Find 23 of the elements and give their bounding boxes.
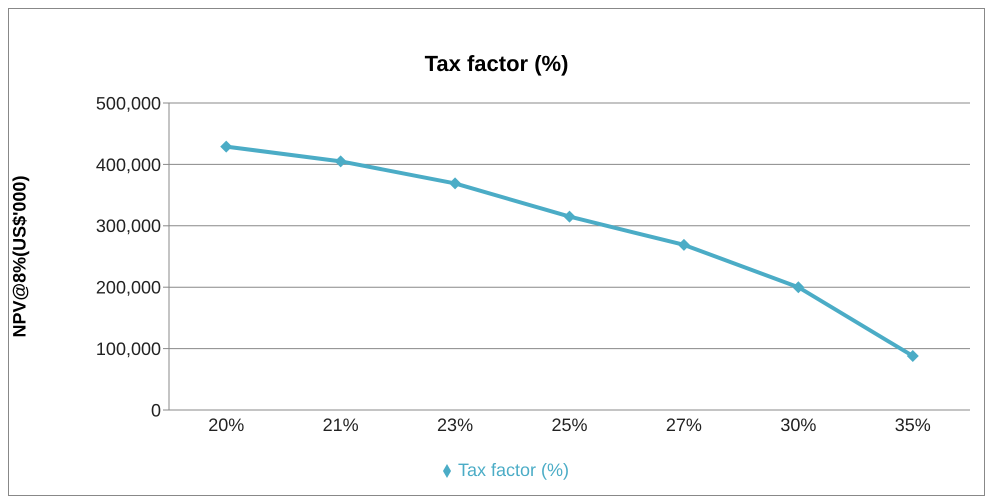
y-tick-label: 300,000 [96, 216, 161, 236]
y-tick-label: 500,000 [96, 93, 161, 114]
x-tick-label: 35% [894, 414, 931, 435]
point [334, 155, 347, 168]
point [220, 140, 232, 153]
x-tick-label: 21% [322, 414, 359, 435]
point [449, 177, 462, 190]
y-tick-label: 0 [150, 400, 161, 420]
x-tick-label: 30% [780, 414, 816, 435]
chart-title: Tax factor (%) [424, 50, 570, 78]
point [678, 238, 690, 251]
y-tick-label: 100,000 [96, 338, 161, 359]
x-tick-label: 25% [551, 414, 588, 435]
point [564, 210, 576, 223]
y-tick-label: 200,000 [96, 278, 161, 298]
x-tick-label: 23% [437, 414, 474, 435]
x-tick-label: 27% [666, 414, 702, 435]
point [906, 350, 919, 362]
point [792, 281, 804, 294]
y-axis-title: NPV@8%(US$'000) [9, 176, 30, 338]
legend-label: Tax factor (%) [458, 460, 570, 480]
y-tick-label: 400,000 [96, 154, 161, 175]
x-tick-label: 20% [208, 414, 244, 435]
